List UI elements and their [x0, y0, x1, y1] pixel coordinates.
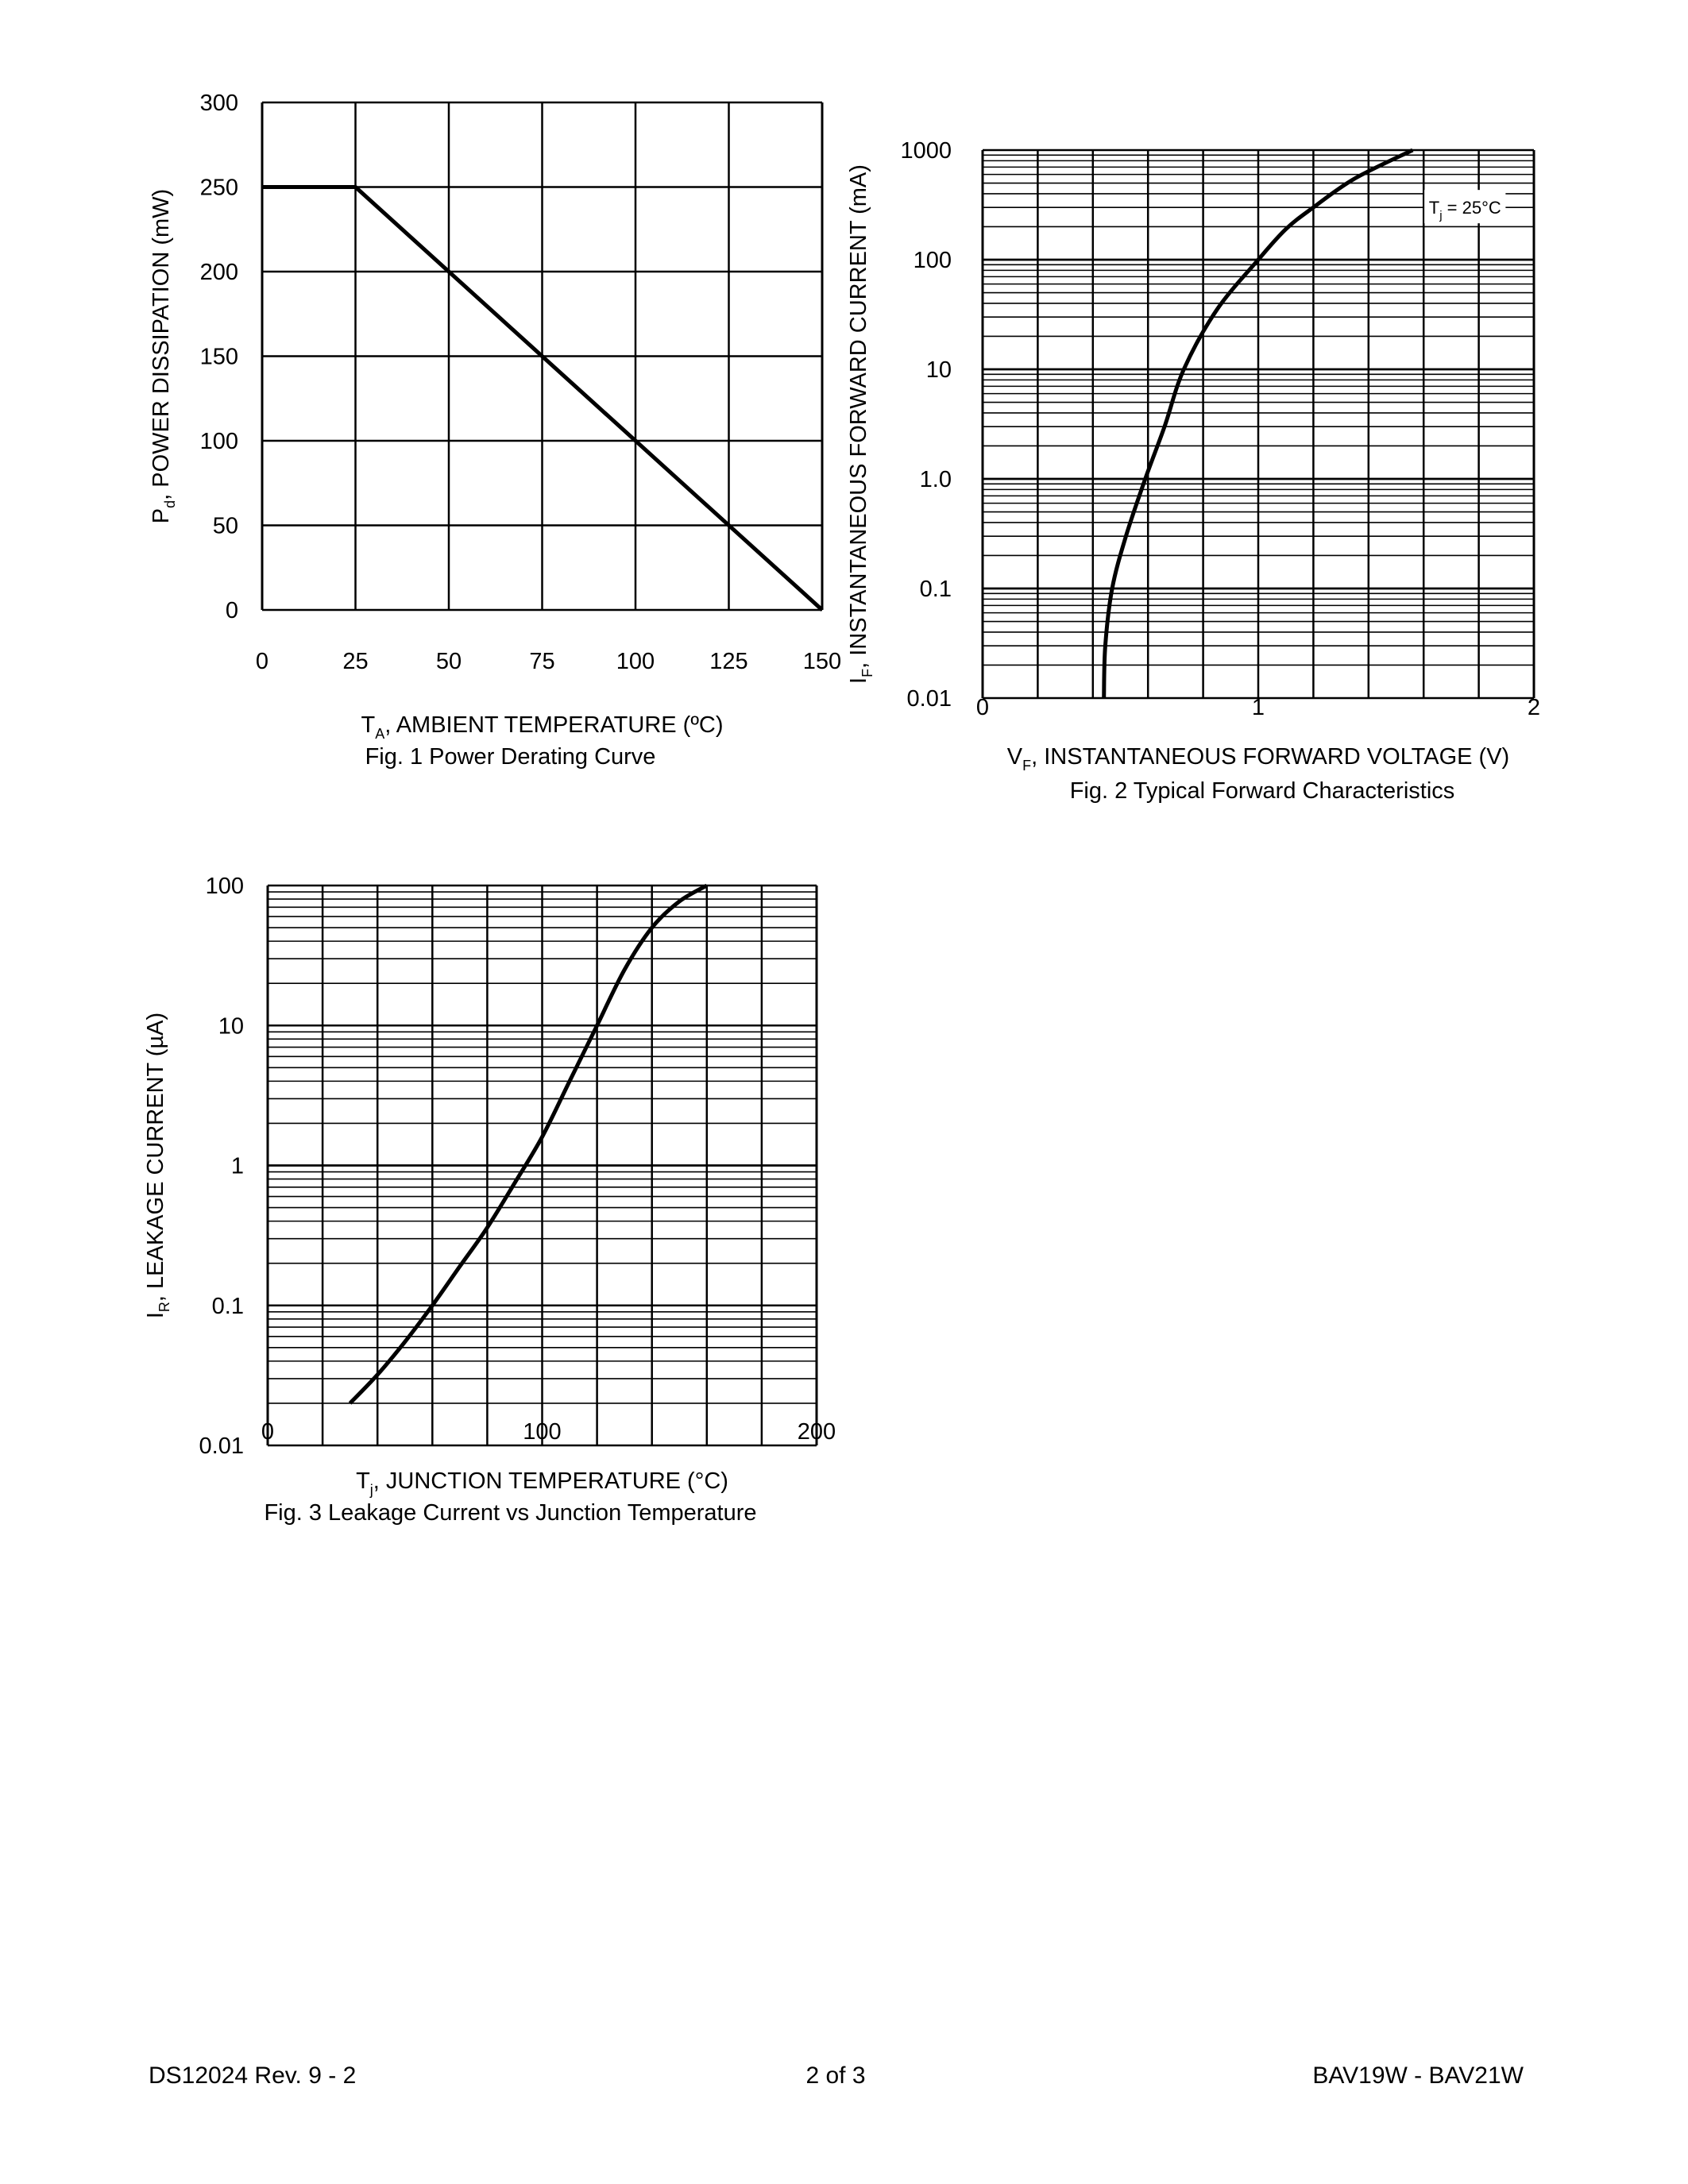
y-tick-label: 0.01	[907, 686, 952, 712]
y-tick-label: 1000	[900, 138, 952, 164]
temperature-annotation: Tj = 25°C	[1429, 198, 1501, 222]
x-axis-title-symbol: T	[361, 712, 375, 738]
x-axis-title-symbol: V	[1007, 744, 1023, 770]
x-tick-label: 2	[1528, 695, 1540, 720]
y-tick-label: 100	[200, 429, 238, 454]
y-tick-label: 250	[200, 176, 238, 201]
x-axis-title-subscript: F	[1022, 758, 1031, 774]
x-axis-title-text: , JUNCTION TEMPERATURE (°C)	[373, 1468, 728, 1494]
figure-caption: Fig. 3 Leakage Current vs Junction Tempe…	[264, 1500, 756, 1526]
series-line	[1102, 148, 1414, 699]
y-tick-label: 0.1	[920, 577, 952, 602]
x-tick-label: 100	[616, 649, 655, 674]
x-axis-title-subscript: A	[375, 726, 384, 742]
chart-3: 0 100 200 0.01 0.1 1 10 100 Tj, JUNCTION TEMPERA…	[143, 874, 836, 1526]
x-tick-label: 0	[976, 695, 989, 720]
y-tick-label: 1	[231, 1154, 244, 1179]
figure-caption: Fig. 2 Typical Forward Characteristics	[1070, 778, 1455, 804]
x-axis-title: Tj, JUNCTION TEMPERATURE (°C)	[356, 1468, 728, 1498]
footer-doc-id: DS12024 Rev. 9 - 2	[149, 2062, 356, 2089]
x-tick-label: 150	[803, 649, 841, 674]
figure-caption: Fig. 1 Power Derating Curve	[365, 744, 656, 770]
y-axis-title-text: , LEAKAGE CURRENT (µA)	[143, 1013, 168, 1302]
y-tick-label: 150	[200, 345, 238, 370]
y-tick-label: 0.01	[199, 1433, 244, 1459]
x-tick-label: 1	[1252, 695, 1265, 720]
y-tick-label: 100	[914, 248, 952, 273]
x-tick-label: 75	[529, 649, 554, 674]
x-tick-label: 100	[523, 1419, 561, 1445]
annotation-background	[1424, 190, 1506, 224]
x-axis-title-text: , AMBIENT TEMPERATURE (ºC)	[384, 712, 723, 738]
x-tick-label: 0	[256, 649, 268, 674]
y-axis-title-symbol: I	[143, 1312, 168, 1318]
y-axis-title: IF, INSTANTANEOUS FORWARD CURRENT (mA)	[846, 164, 875, 684]
footer-part-number: BAV19W - BAV21W	[1312, 2062, 1524, 2089]
series-line	[348, 883, 709, 1405]
y-tick-label: 0.1	[212, 1294, 244, 1319]
x-tick-label: 200	[798, 1419, 836, 1445]
x-axis-title-text: , INSTANTANEOUS FORWARD VOLTAGE (V)	[1031, 744, 1509, 770]
x-axis-title: TA, AMBIENT TEMPERATURE (ºC)	[361, 712, 723, 742]
y-axis-title-symbol: I	[846, 677, 871, 684]
y-axis-title-text: , INSTANTANEOUS FORWARD CURRENT (mA)	[846, 164, 871, 669]
y-axis-title: IR, LEAKAGE CURRENT (µA)	[143, 1013, 172, 1318]
x-tick-label: 25	[342, 649, 368, 674]
y-tick-label: 50	[213, 514, 238, 539]
y-tick-label: 10	[218, 1013, 244, 1039]
y-tick-label: 1.0	[920, 467, 952, 492]
y-tick-label: 100	[206, 874, 244, 899]
y-axis-title-subscript: F	[859, 669, 875, 677]
x-axis-title-subscript: j	[369, 1482, 373, 1498]
x-axis-title: VF, INSTANTANEOUS FORWARD VOLTAGE (V)	[1007, 744, 1509, 774]
x-tick-label: 50	[436, 649, 462, 674]
y-axis-title-text: , POWER DISSIPATION (mW)	[149, 189, 174, 500]
y-tick-label: 300	[200, 91, 238, 116]
y-tick-label: 0	[226, 598, 238, 623]
y-axis-title: Pd, POWER DISSIPATION (mW)	[149, 189, 178, 523]
y-axis-title-subscript: R	[156, 1302, 172, 1312]
series-line	[262, 184, 824, 612]
x-tick-label: 0	[261, 1419, 274, 1445]
y-axis-title-symbol: P	[149, 508, 174, 523]
y-axis-title-subscript: d	[162, 500, 178, 508]
chart-1: 0 25 50 75 100 125 150 0 50 100 150 200 250 300 TA, AM…	[149, 91, 841, 770]
footer-page-number: 2 of 3	[805, 2062, 865, 2089]
y-tick-label: 200	[200, 260, 238, 285]
x-tick-label: 125	[709, 649, 747, 674]
x-axis-title-symbol: T	[356, 1468, 370, 1494]
y-tick-label: 10	[926, 357, 952, 383]
